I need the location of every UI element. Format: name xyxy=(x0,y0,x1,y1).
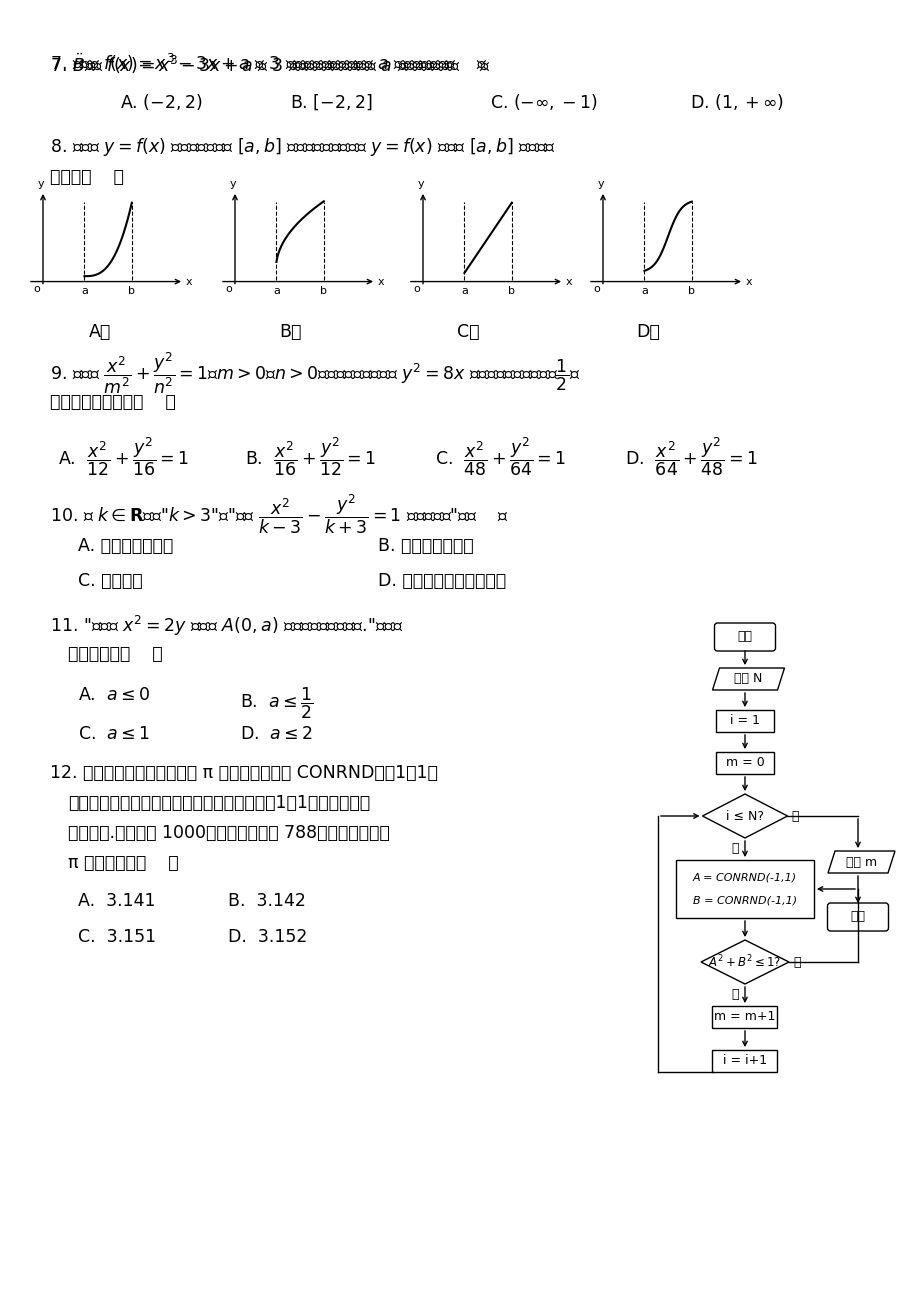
Text: B．: B． xyxy=(278,323,301,341)
Text: 7. $\ddot{B}$函数 $f(x) = x^3 - 3x + a$ 有 3 个不同的零点，则实数 $a$ 的取值范围是（    ）: 7. $\ddot{B}$函数 $f(x) = x^3 - 3x + a$ 有 … xyxy=(50,52,491,77)
Bar xyxy=(715,753,773,773)
Text: x: x xyxy=(378,276,384,286)
Text: x: x xyxy=(565,276,572,286)
Bar xyxy=(711,1049,777,1072)
Text: D. 既不充分也不必要条件: D. 既不充分也不必要条件 xyxy=(378,572,505,590)
Bar xyxy=(715,710,773,732)
Text: o: o xyxy=(225,284,232,293)
Text: B.  $a\leq\dfrac{1}{2}$: B. $a\leq\dfrac{1}{2}$ xyxy=(240,686,313,721)
Text: 可能是（    ）: 可能是（ ） xyxy=(50,168,124,186)
Text: C. $(-\infty,-1)$: C. $(-\infty,-1)$ xyxy=(490,92,597,112)
Text: 否: 否 xyxy=(792,956,800,969)
Text: y: y xyxy=(597,178,604,189)
Text: 输出 m: 输出 m xyxy=(845,855,876,868)
Text: a: a xyxy=(81,285,88,296)
Text: b: b xyxy=(508,285,515,296)
Text: A．: A． xyxy=(89,323,111,341)
Text: m = m+1: m = m+1 xyxy=(713,1010,775,1023)
Text: A.  $\dfrac{x^2}{12}+\dfrac{y^2}{16}=1$: A. $\dfrac{x^2}{12}+\dfrac{y^2}{16}=1$ xyxy=(58,435,188,478)
Text: C.  $\dfrac{x^2}{48}+\dfrac{y^2}{64}=1$: C. $\dfrac{x^2}{48}+\dfrac{y^2}{64}=1$ xyxy=(435,435,566,478)
Text: x: x xyxy=(745,276,752,286)
Polygon shape xyxy=(700,940,789,984)
Text: a: a xyxy=(460,285,468,296)
Text: C.  3.151: C. 3.151 xyxy=(78,928,156,947)
Text: D.  3.152: D. 3.152 xyxy=(228,928,307,947)
Text: B. 必要不充分条件: B. 必要不充分条件 xyxy=(378,536,473,555)
Text: 个实数）.如果输入 1000，输出的结果为 788，则由此可估计: 个实数）.如果输入 1000，输出的结果为 788，则由此可估计 xyxy=(68,824,390,842)
Text: i = i+1: i = i+1 xyxy=(722,1055,766,1068)
FancyBboxPatch shape xyxy=(826,904,888,931)
Text: 是: 是 xyxy=(731,842,738,855)
Text: 输入 N: 输入 N xyxy=(733,673,762,685)
Text: 7. 若函数 $f(x) = x^3 - 3x + a$ 有 3 个不同的零点，则实数 $a$ 的取值范围是（    ）: 7. 若函数 $f(x) = x^3 - 3x + a$ 有 3 个不同的零点，… xyxy=(50,52,487,74)
Text: a: a xyxy=(641,285,647,296)
Text: C.  $a\leq 1$: C. $a\leq 1$ xyxy=(78,725,150,743)
Polygon shape xyxy=(711,668,784,690)
Text: 11. "抛物线 $x^2=2y$ 上离点 $A(0,a)$ 最近的点恰好为顶点."成立的: 11. "抛物线 $x^2=2y$ 上离点 $A(0,a)$ 最近的点恰好为顶点… xyxy=(50,615,403,638)
Text: B.  3.142: B. 3.142 xyxy=(228,892,305,910)
Text: 充要条件是（    ）: 充要条件是（ ） xyxy=(68,644,163,663)
Text: 12. 右边程序框图可用来估计 π 的值（假设函数 CONRND（－1，1）: 12. 右边程序框图可用来估计 π 的值（假设函数 CONRND（－1，1） xyxy=(50,764,437,783)
Text: 是产生随机数的函数，它能随机产生区间（－1，1）内的任何一: 是产生随机数的函数，它能随机产生区间（－1，1）内的任何一 xyxy=(68,794,369,812)
Polygon shape xyxy=(702,794,787,838)
FancyBboxPatch shape xyxy=(714,622,775,651)
Text: D．: D． xyxy=(635,323,659,341)
Text: B = CONRND(-1,1): B = CONRND(-1,1) xyxy=(692,896,796,906)
Text: i ≤ N?: i ≤ N? xyxy=(725,810,763,823)
Text: A. 充分不必要条件: A. 充分不必要条件 xyxy=(78,536,173,555)
Text: y: y xyxy=(230,178,236,189)
Text: a: a xyxy=(273,285,279,296)
Text: y: y xyxy=(38,178,44,189)
Text: C．: C． xyxy=(456,323,479,341)
Polygon shape xyxy=(827,852,894,874)
Text: m = 0: m = 0 xyxy=(725,756,764,769)
Text: $A^2+B^2\leq 1$?: $A^2+B^2\leq 1$? xyxy=(708,953,781,970)
Text: o: o xyxy=(33,284,40,293)
Text: 9. 设椭圆 $\dfrac{x^2}{m^2}+\dfrac{y^2}{n^2}=1$（$m>0$，$n>0$）的右焦点与抛物线 $y^2=8x$ 的焦点相同: 9. 设椭圆 $\dfrac{x^2}{m^2}+\dfrac{y^2}{n^2… xyxy=(50,350,580,396)
Text: o: o xyxy=(413,284,420,293)
Text: 是: 是 xyxy=(731,988,738,1001)
Bar xyxy=(711,1006,777,1029)
Text: b: b xyxy=(687,285,695,296)
Text: D.  $\dfrac{x^2}{64}+\dfrac{y^2}{48}=1$: D. $\dfrac{x^2}{64}+\dfrac{y^2}{48}=1$ xyxy=(624,435,756,478)
Text: π 的近似值为（    ）: π 的近似值为（ ） xyxy=(68,854,178,872)
Text: x: x xyxy=(186,276,192,286)
Text: A. $(-2,2)$: A. $(-2,2)$ xyxy=(119,92,202,112)
Text: B. $[-2,2]$: B. $[-2,2]$ xyxy=(289,92,372,112)
Text: i = 1: i = 1 xyxy=(729,715,759,728)
Text: o: o xyxy=(593,284,599,293)
Text: 8. 若函数 $y = f(x)$ 的导函数在区间 $[a,b]$ 上是增函数，则函数 $y = f(x)$ 在区间 $[a,b]$ 上的图象: 8. 若函数 $y = f(x)$ 的导函数在区间 $[a,b]$ 上是增函数，… xyxy=(50,135,555,158)
Text: b: b xyxy=(320,285,327,296)
Text: 结束: 结束 xyxy=(849,910,865,923)
Text: 开始: 开始 xyxy=(737,630,752,643)
Text: A = CONRND(-1,1): A = CONRND(-1,1) xyxy=(692,872,796,883)
Text: D.  $a\leq 2$: D. $a\leq 2$ xyxy=(240,725,312,743)
Bar xyxy=(675,861,813,918)
Text: y: y xyxy=(417,178,424,189)
Text: D. $(1,+\infty)$: D. $(1,+\infty)$ xyxy=(689,92,783,112)
Text: b: b xyxy=(128,285,135,296)
Text: C. 充要条件: C. 充要条件 xyxy=(78,572,142,590)
Text: 否: 否 xyxy=(790,810,798,823)
Text: A.  $a\leq 0$: A. $a\leq 0$ xyxy=(78,686,150,704)
Text: A.  3.141: A. 3.141 xyxy=(78,892,155,910)
Text: 则此椭圆的方程为（    ）: 则此椭圆的方程为（ ） xyxy=(50,393,176,411)
Text: 10. 若 $k\in\mathbf{R}$，则"$k>3$"是"方程 $\dfrac{x^2}{k-3}-\dfrac{y^2}{k+3}=1$ 表示双曲线": 10. 若 $k\in\mathbf{R}$，则"$k>3$"是"方程 $\df… xyxy=(50,492,508,535)
Text: B.  $\dfrac{x^2}{16}+\dfrac{y^2}{12}=1$: B. $\dfrac{x^2}{16}+\dfrac{y^2}{12}=1$ xyxy=(244,435,376,478)
